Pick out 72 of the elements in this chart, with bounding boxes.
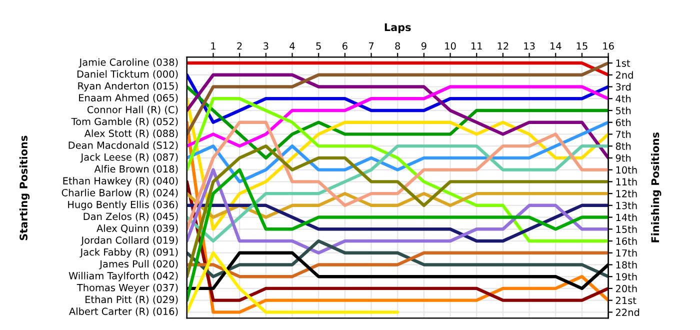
x-tick-label: 6 (342, 42, 348, 50)
y2-tick-label: 5th (616, 106, 631, 114)
series-label: Hugo Bently Ellis (036) (68, 200, 178, 210)
y2-tick-label: 8th (616, 142, 631, 150)
x-tick-label: 12 (498, 42, 508, 50)
series-label: William Taylforth (042) (68, 272, 178, 282)
x-tick-label: 11 (471, 42, 482, 50)
y2-tick-label: 1st (616, 60, 630, 67)
line-series (186, 61, 608, 136)
series-label: Dan Zelos (R) (045) (84, 212, 178, 222)
y2-tick-label: 4th (616, 94, 631, 102)
x-tick-label: 8 (395, 42, 400, 50)
x-tick-label: 1 (211, 42, 216, 50)
line-series (186, 120, 608, 231)
y2-tick-label: 17th (616, 249, 637, 257)
y2-tick-label: 3rd (616, 83, 631, 91)
series-label: Alex Quinn (039) (96, 224, 178, 234)
line-series (186, 204, 608, 243)
series-label: Jack Fabby (R) (091) (80, 248, 178, 258)
x-tick-label: 4 (290, 42, 295, 50)
y2-tick-label: 2nd (616, 71, 633, 79)
y2-tick-label: 19th (616, 272, 637, 280)
x-axis-title: Laps (384, 23, 411, 34)
text: Starting Positions (19, 136, 30, 240)
series-label: Charlie Barlow (R) (024) (62, 188, 178, 198)
y2-tick-label: 11th (616, 178, 637, 186)
series-label: Jack Leese (R) (087) (80, 153, 178, 163)
x-tick-label: 10 (445, 42, 456, 50)
series-label: Alex Stott (R) (088) (84, 130, 178, 138)
x-tick-label: 3 (264, 42, 268, 50)
y2-tick-label: 6th (616, 118, 631, 126)
line-series (186, 144, 608, 243)
x-tick-label: 7 (368, 42, 374, 50)
x-tick-label: 9 (421, 42, 426, 50)
y2-tick-label: 16th (616, 237, 637, 245)
series-label: Connor Hall (R) (C) (87, 106, 178, 114)
y2-tick-label: 22nd (616, 308, 640, 316)
series-label: Daniel Ticktum (000) (77, 70, 178, 79)
series-label: Ethan Pitt (R) (029) (86, 296, 178, 304)
x-tick-label: 13 (524, 42, 535, 50)
x-tick-label: 14 (550, 42, 562, 50)
series-label: Ryan Anderton (015) (78, 82, 178, 92)
x-tick-label: 2 (237, 42, 242, 50)
y2-tick-label: 10th (616, 166, 637, 174)
y2-tick-label: 21st (616, 296, 636, 304)
line-series (186, 85, 608, 148)
series-label: Enaam Ahmed (065) (79, 94, 178, 103)
line-series (186, 73, 608, 124)
series-label: Dean Macdonald (S12) (68, 141, 178, 150)
y2-tick-label: 7th (616, 130, 631, 138)
y2-tick-label: 14th (616, 214, 637, 221)
series-label: Alfie Brown (018) (94, 165, 178, 174)
series-label: Tom Gamble (R) (052) (71, 118, 178, 126)
series-label: Jordan Collard (019) (80, 236, 178, 246)
y2-tick-label: 12th (616, 190, 637, 198)
series-label: James Pull (020) (99, 260, 178, 270)
line-series (186, 239, 608, 278)
series-label: Ethan Hawkey (R) (040) (63, 176, 178, 186)
series-label: Thomas Weyer (037) (76, 284, 178, 294)
y2-tick-label: 9th (616, 154, 631, 162)
y2-tick-label: 20th (616, 284, 637, 292)
line-series (186, 168, 608, 254)
x-tick-label: 16 (603, 42, 614, 50)
y2-tick-label: 13th (616, 202, 637, 210)
y2-axis-title: Finishing Positions (651, 132, 662, 242)
x-tick-label: 15 (576, 42, 588, 50)
x-tick-label: 5 (316, 42, 321, 50)
line-series (186, 144, 608, 278)
series-label: Jamie Caroline (038) (78, 58, 178, 68)
series-label: Albert Carter (R) (016) (69, 307, 178, 316)
y2-tick-label: 15th (616, 225, 637, 233)
y2-tick-label: 18th (616, 261, 637, 269)
